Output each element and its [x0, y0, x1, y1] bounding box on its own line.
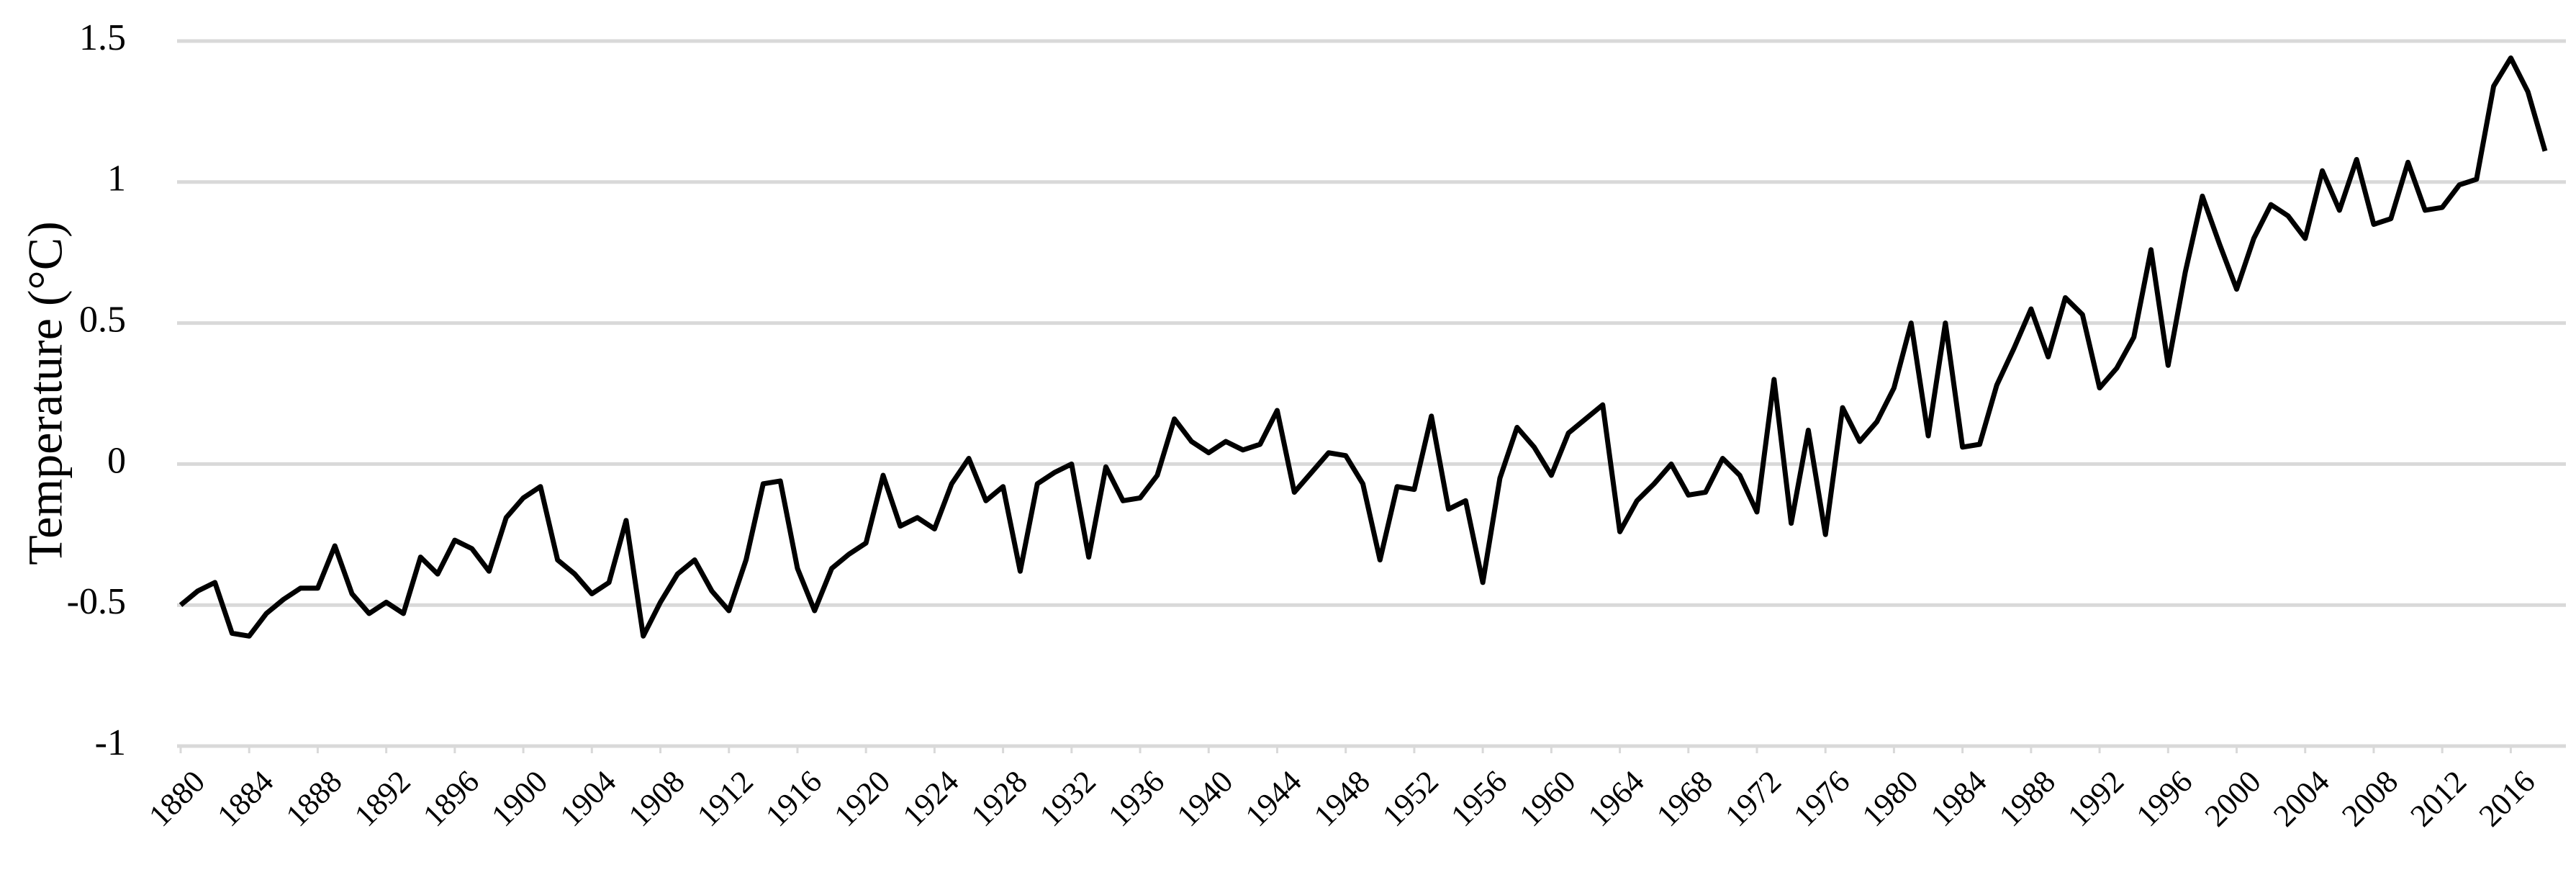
x-tick-label: 1908 — [622, 763, 692, 833]
y-tick-label: -1 — [95, 722, 126, 763]
x-tick-label: 1896 — [416, 763, 486, 833]
y-tick-label: 1 — [107, 158, 126, 199]
y-axis-title: Temperature (°C) — [18, 221, 73, 565]
x-tick-label: 2016 — [2472, 763, 2542, 833]
y-tick-label: 1.5 — [79, 17, 126, 58]
x-tick-label: 1992 — [2061, 763, 2130, 833]
x-tick-label: 1916 — [759, 763, 828, 833]
x-tick-label: 2000 — [2198, 763, 2268, 833]
x-tick-label: 1968 — [1650, 763, 1719, 833]
x-tick-label: 1888 — [279, 763, 349, 833]
x-tick-label: 2012 — [2403, 763, 2473, 833]
x-tick-label: 1980 — [1856, 763, 1925, 833]
x-tick-label: 1956 — [1444, 763, 1514, 833]
x-tick-label: 1952 — [1375, 763, 1445, 833]
x-tick-label: 1940 — [1170, 763, 1240, 833]
x-tick-label: 1936 — [1101, 763, 1171, 833]
x-tick-label: 1960 — [1513, 763, 1583, 833]
x-tick-label: 1976 — [1786, 763, 1856, 833]
x-tick-label: 1928 — [964, 763, 1034, 833]
x-tick-label: 1892 — [348, 763, 417, 833]
x-tick-label: 1972 — [1718, 763, 1788, 833]
x-tick-label: 1912 — [690, 763, 760, 833]
data-line — [178, 55, 2548, 639]
y-tick-label: 0 — [107, 440, 126, 481]
x-tick-label: 1932 — [1033, 763, 1103, 833]
x-tick-label: 1880 — [142, 763, 212, 833]
x-tick-label: 1884 — [210, 763, 280, 833]
x-tick-label: 2004 — [2267, 763, 2336, 833]
x-tick-label: 1964 — [1581, 763, 1651, 833]
x-tick-label: 1920 — [827, 763, 897, 833]
x-tick-label: 1948 — [1307, 763, 1377, 833]
x-tick-label: 1924 — [896, 763, 966, 833]
x-tick-label: 2008 — [2335, 763, 2405, 833]
y-tick-label: 0.5 — [79, 300, 126, 341]
y-tick-label: -0.5 — [67, 581, 126, 622]
x-tick-label: 1944 — [1239, 763, 1309, 833]
x-tick-label: 1904 — [553, 763, 623, 833]
x-tick-label: 1996 — [2130, 763, 2200, 833]
x-tick-label: 1988 — [1992, 763, 2062, 833]
x-tick-label: 1900 — [484, 763, 554, 833]
x-tick-label: 1984 — [1924, 763, 1994, 833]
